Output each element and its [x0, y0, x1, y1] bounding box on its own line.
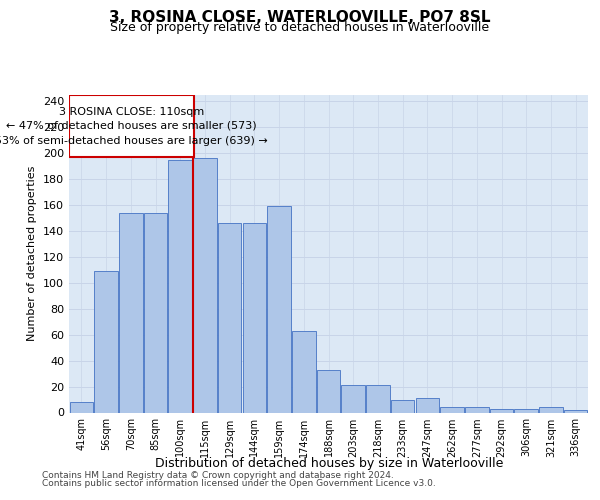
Bar [564, 410, 587, 412]
Text: ← 47% of detached houses are smaller (573): ← 47% of detached houses are smaller (57… [7, 121, 257, 131]
Text: 3, ROSINA CLOSE, WATERLOOVILLE, PO7 8SL: 3, ROSINA CLOSE, WATERLOOVILLE, PO7 8SL [109, 10, 491, 25]
Bar [94, 271, 118, 412]
Bar [144, 213, 167, 412]
Bar [119, 213, 143, 412]
Bar [366, 386, 389, 412]
Text: Contains public sector information licensed under the Open Government Licence v3: Contains public sector information licen… [42, 478, 436, 488]
Bar [242, 224, 266, 412]
Bar [539, 408, 563, 412]
Bar [416, 398, 439, 412]
Bar [292, 331, 316, 412]
Bar [341, 386, 365, 412]
Bar [440, 408, 464, 412]
Text: 3 ROSINA CLOSE: 110sqm: 3 ROSINA CLOSE: 110sqm [59, 106, 204, 117]
Bar [465, 408, 488, 412]
Bar [70, 402, 93, 412]
Bar [514, 408, 538, 412]
Text: 53% of semi-detached houses are larger (639) →: 53% of semi-detached houses are larger (… [0, 136, 268, 146]
Text: Contains HM Land Registry data © Crown copyright and database right 2024.: Contains HM Land Registry data © Crown c… [42, 471, 394, 480]
Bar [193, 158, 217, 412]
Bar [317, 370, 340, 412]
Bar [490, 408, 513, 412]
Text: Distribution of detached houses by size in Waterlooville: Distribution of detached houses by size … [155, 458, 503, 470]
Bar [268, 206, 291, 412]
Bar [70, 95, 194, 157]
Bar [391, 400, 415, 412]
Bar [218, 224, 241, 412]
Y-axis label: Number of detached properties: Number of detached properties [28, 166, 37, 342]
Text: Size of property relative to detached houses in Waterlooville: Size of property relative to detached ho… [110, 22, 490, 35]
Bar [169, 160, 192, 412]
